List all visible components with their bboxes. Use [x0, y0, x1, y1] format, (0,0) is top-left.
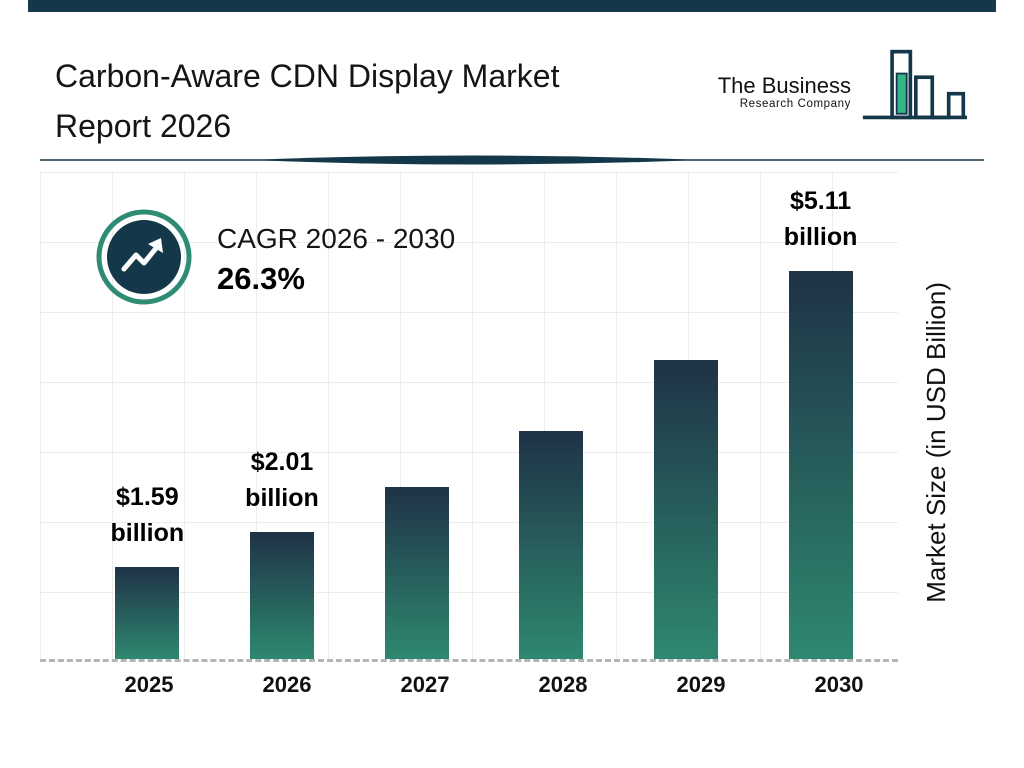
bar-2027 — [384, 487, 449, 659]
bar-2029 — [653, 360, 718, 659]
x-axis-label-2025: 2025 — [124, 672, 174, 697]
trend-arrow-icon — [95, 208, 193, 311]
bar-2030 — [788, 271, 853, 659]
bar-group-2025: $1.59 billion — [87, 479, 207, 659]
x-axis-label-2029: 2029 — [676, 672, 726, 697]
bar-2026 — [249, 532, 314, 659]
x-axis-label-2027: 2027 — [400, 672, 450, 697]
bar-group-2029 — [626, 360, 746, 659]
cagr-label: CAGR 2026 - 2030 — [217, 222, 456, 254]
logo-name-line2: Research Company — [739, 98, 851, 111]
x-axis-label-2026: 2026 — [262, 672, 312, 697]
cagr-callout: CAGR 2026 - 2030 26.3% — [95, 208, 455, 311]
page-title-line2: Report 2026 — [55, 107, 232, 144]
chart-plot-area: $1.59 billion $2.01 billion $5.11 billion — [40, 172, 898, 662]
bar-group-2028 — [491, 431, 611, 659]
bar-value-label-2026: $2.01 billion — [245, 447, 319, 512]
page-title: Carbon-Aware CDN Display Market Report 2… — [55, 52, 559, 151]
bar-group-2026: $2.01 billion — [222, 444, 342, 659]
company-logo: The Business Research Company — [718, 48, 969, 137]
x-axis-label-2028: 2028 — [538, 672, 588, 697]
x-axis-labels: 2025 2026 2027 2028 2029 2030 — [80, 672, 908, 698]
top-accent-bar — [28, 0, 996, 12]
company-logo-text: The Business Research Company — [717, 73, 851, 111]
bar-chart-logo-icon — [859, 48, 969, 137]
bar-2028 — [519, 431, 584, 659]
title-divider — [40, 152, 984, 168]
bar-group-2027 — [357, 487, 477, 659]
cagr-value: 26.3% — [217, 260, 305, 296]
logo-name-line1: The Business — [717, 73, 851, 99]
bar-value-label-2030: $5.11 billion — [783, 186, 858, 251]
cagr-text: CAGR 2026 - 2030 26.3% — [217, 223, 455, 297]
bars-row: $1.59 billion $2.01 billion $5.11 billion — [80, 172, 888, 659]
bar-value-label-2025: $1.59 billion — [110, 482, 185, 547]
page-title-line1: Carbon-Aware CDN Display Market — [55, 58, 560, 94]
bar-group-2030: $5.11 billion — [761, 183, 881, 659]
x-axis-label-2030: 2030 — [814, 672, 864, 697]
bar-2025 — [115, 567, 180, 659]
y-axis-title: Market Size (in USD Billion) — [921, 282, 951, 603]
